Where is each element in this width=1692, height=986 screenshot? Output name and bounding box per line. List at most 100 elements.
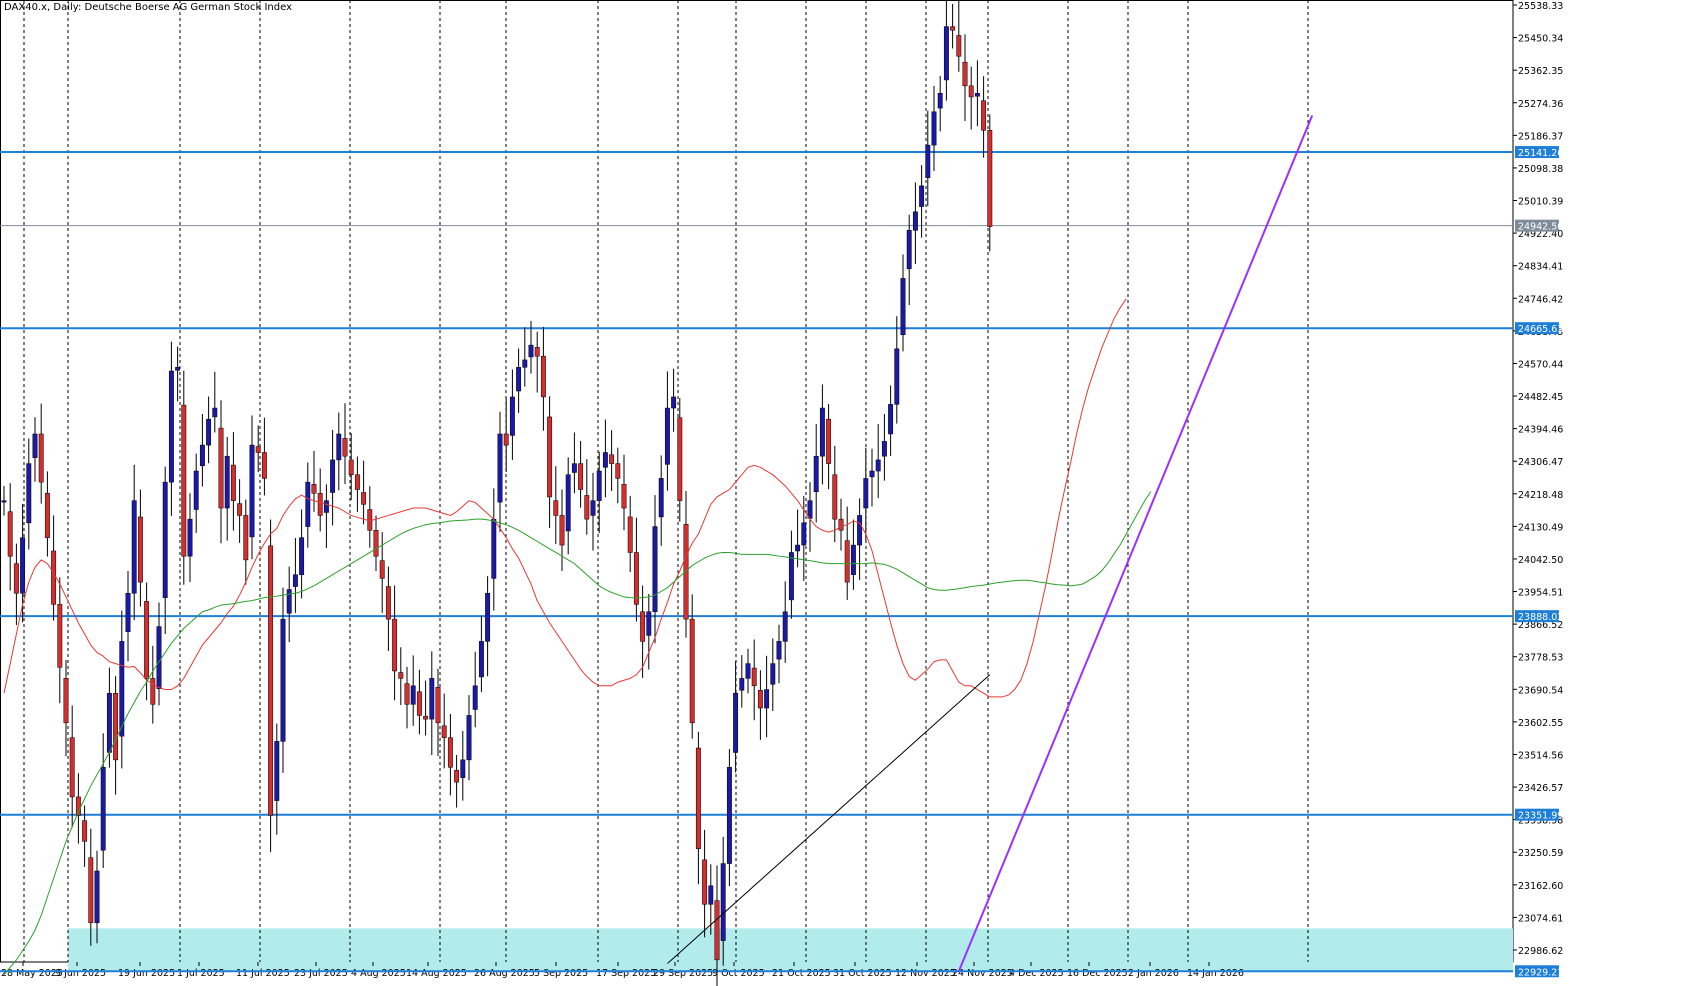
candle-body <box>776 641 782 660</box>
price-tick-label: 25098.38 <box>1518 164 1563 175</box>
candle-body <box>708 885 714 905</box>
candle-body <box>385 586 391 620</box>
candle-body <box>503 433 509 446</box>
candle-body <box>354 474 360 490</box>
candle-body <box>770 663 776 685</box>
price-tick-label: 23162.60 <box>1518 881 1563 892</box>
candle-body <box>739 678 745 691</box>
support-zone <box>68 928 1513 972</box>
candle-body <box>857 515 863 546</box>
candle-body <box>237 503 243 516</box>
price-tick-label: 24570.44 <box>1518 359 1563 370</box>
candle-body <box>125 592 131 632</box>
candle-body <box>695 747 701 850</box>
level-price-box <box>1515 808 1559 821</box>
level-price-label: 24665.63 <box>1518 324 1563 335</box>
candle-body <box>299 537 305 575</box>
candle-body <box>466 715 472 761</box>
date-tick-label: 28 May 2025 <box>1 968 63 979</box>
date-tick-label: 9 Jun 2025 <box>55 968 106 979</box>
candle-body <box>224 455 230 509</box>
price-tick-label: 24922.40 <box>1518 229 1563 240</box>
price-tick-label: 24130.49 <box>1518 522 1563 533</box>
candle-body <box>106 692 112 753</box>
candle-body <box>292 574 298 587</box>
candle-body <box>51 550 57 605</box>
candle-body <box>379 560 385 579</box>
candle-body <box>38 433 44 483</box>
moving-average-line <box>3 298 1127 698</box>
candle-body <box>113 692 119 761</box>
date-tick-label: 29 Sep 2025 <box>653 968 713 979</box>
level-price-label: 22929.21 <box>1518 967 1563 978</box>
candle-body <box>714 900 720 961</box>
candle-body <box>20 537 26 594</box>
price-tick-label: 25450.34 <box>1518 34 1563 45</box>
candle-body <box>7 511 13 557</box>
candle-body <box>472 685 478 710</box>
price-tick-label: 24482.45 <box>1518 392 1563 403</box>
candle-body <box>633 552 639 605</box>
candle-body <box>423 715 429 720</box>
candle-body <box>156 626 162 690</box>
candle-body <box>807 500 813 519</box>
candle-body <box>844 540 850 583</box>
price-tick-label: 23602.55 <box>1518 718 1563 729</box>
candle-body <box>119 641 125 737</box>
candle-body <box>578 463 584 490</box>
candle-body <box>94 870 100 924</box>
candle-body <box>609 454 615 464</box>
candle-body <box>832 474 838 520</box>
trendline[interactable] <box>957 115 1314 972</box>
date-tick-label: 16 Dec 2025 <box>1067 968 1128 979</box>
candle-body <box>782 611 788 642</box>
candle-body <box>671 396 677 409</box>
candle-body <box>646 611 652 636</box>
candle-body <box>168 370 174 483</box>
price-tick-label: 22986.62 <box>1518 946 1563 957</box>
price-tick-label: 23250.59 <box>1518 848 1563 859</box>
candle-body <box>336 433 342 461</box>
price-tick-label: 25010.39 <box>1518 197 1563 208</box>
candle-body <box>212 407 218 418</box>
candle-body <box>361 492 367 505</box>
moving-average-line <box>3 491 1152 975</box>
candle-body <box>881 441 887 457</box>
candle-body <box>454 769 460 783</box>
price-tick-label: 24042.50 <box>1518 555 1563 566</box>
candle-body <box>1 500 7 503</box>
candle-body <box>974 93 980 97</box>
candle-body <box>888 404 894 435</box>
candle-body <box>330 459 336 493</box>
candle-body <box>788 552 794 601</box>
candle-body <box>181 404 187 557</box>
date-tick-label: 14 Aug 2025 <box>406 968 467 979</box>
candle-body <box>689 618 695 724</box>
candle-body <box>100 767 106 851</box>
candle-body <box>441 725 447 738</box>
level-price-label: 23888.02 <box>1518 612 1563 623</box>
price-tick-label: 25362.35 <box>1518 66 1563 77</box>
candle-body <box>875 459 881 472</box>
date-tick-label: 4 Dec 2025 <box>1009 968 1064 979</box>
date-tick-label: 12 Nov 2025 <box>895 968 956 979</box>
candle-body <box>937 93 943 109</box>
candle-body <box>590 500 596 516</box>
candle-body <box>553 500 559 516</box>
candle-body <box>801 522 807 546</box>
candle-body <box>602 452 608 468</box>
price-tick-label: 23338.58 <box>1518 816 1563 827</box>
candle-body <box>627 516 633 553</box>
candle-body <box>69 737 75 798</box>
candle-body <box>658 478 664 518</box>
price-tick-label: 23866.52 <box>1518 620 1563 631</box>
candle-body <box>565 474 571 532</box>
candle-body <box>640 611 646 642</box>
candle-body <box>677 417 683 501</box>
candle-body <box>243 515 249 561</box>
candle-body <box>509 396 515 436</box>
candle-body <box>13 563 19 594</box>
candle-body <box>478 641 484 678</box>
candle-body <box>702 859 708 905</box>
